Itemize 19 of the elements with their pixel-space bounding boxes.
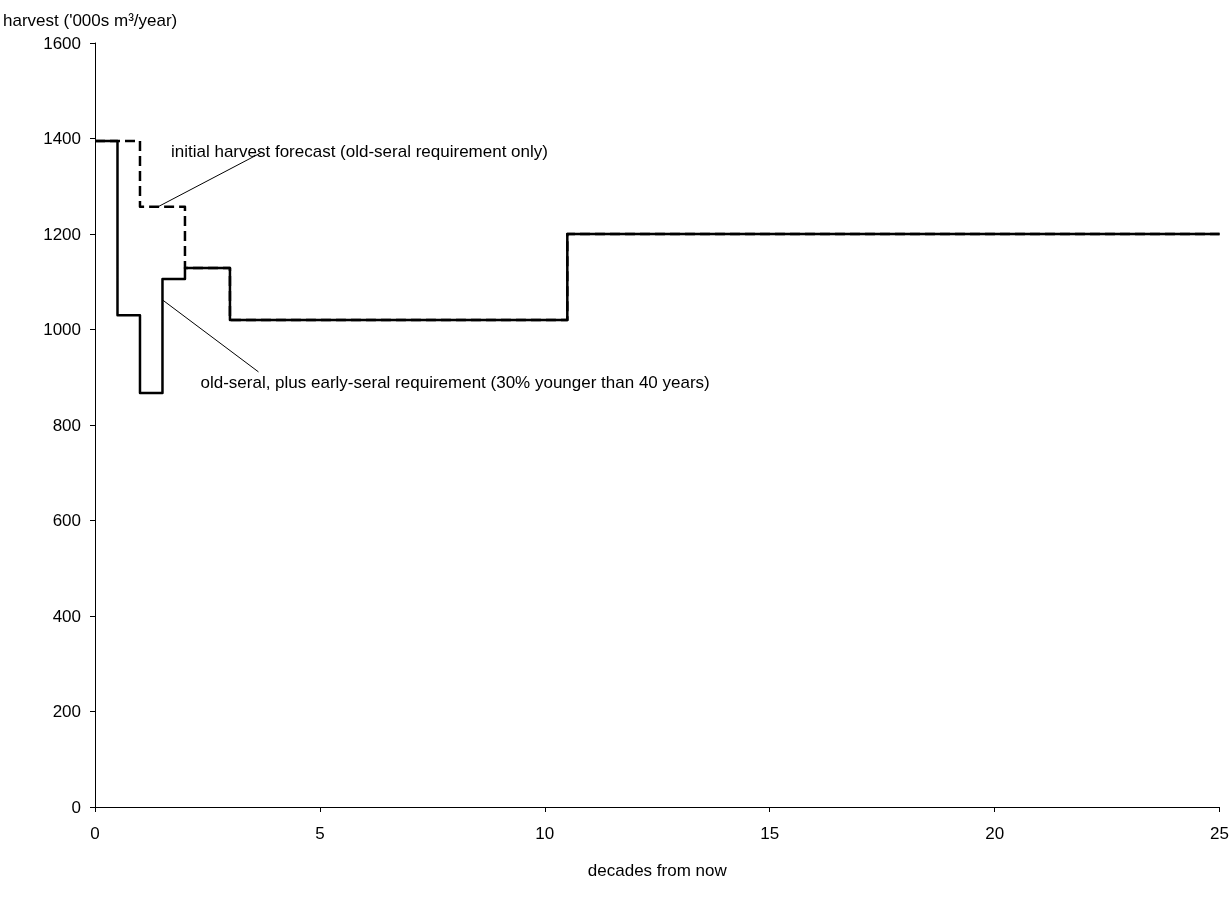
y-axis-title: harvest ('000s m³/year) <box>3 11 178 30</box>
x-tick-label: 20 <box>985 824 1005 843</box>
x-tick-label: 25 <box>1210 824 1230 843</box>
annotation: old-seral, plus early-seral requirement (30% younger than 40 years) <box>200 372 710 392</box>
x-tick-label: 15 <box>760 824 780 843</box>
y-tick-label: 800 <box>52 415 81 435</box>
y-tick-label: 400 <box>52 606 81 626</box>
y-tick-label: 1000 <box>43 320 81 339</box>
x-tick-label: 0 <box>90 824 100 843</box>
y-tick-label: 200 <box>52 702 81 721</box>
x-tick-label: 5 <box>315 824 325 843</box>
y-tick-label: 1400 <box>43 129 81 148</box>
y-tick-label: 1600 <box>43 33 81 53</box>
y-tick-label: 600 <box>52 511 81 530</box>
annotation: initial harvest forecast (old-seral requirement only) <box>170 142 548 162</box>
x-tick-label: 10 <box>535 824 555 843</box>
y-tick-label: 1200 <box>43 224 81 244</box>
x-axis-title: decades from now <box>587 861 728 880</box>
y-tick-label: 0 <box>71 797 81 817</box>
